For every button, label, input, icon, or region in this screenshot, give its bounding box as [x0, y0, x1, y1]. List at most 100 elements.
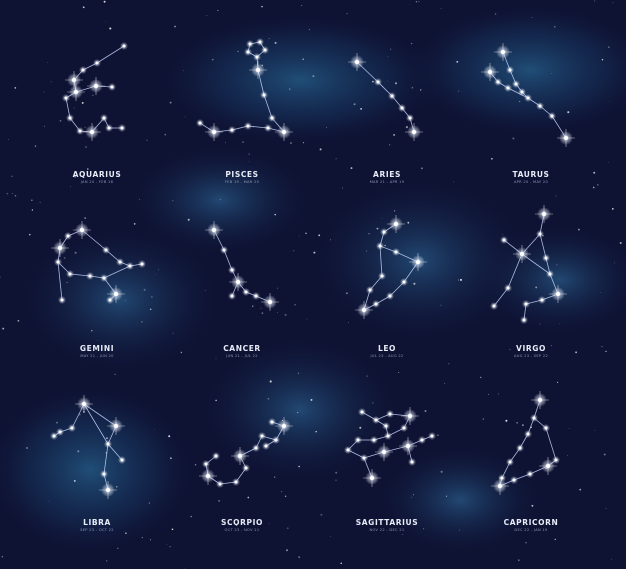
background-star	[187, 218, 190, 221]
background-star	[592, 186, 595, 189]
star	[420, 438, 424, 442]
constellation-dates: JAN 20 - FEB 18	[80, 180, 114, 184]
star	[362, 456, 366, 460]
star	[496, 80, 500, 84]
constellation-line	[103, 265, 131, 279]
star	[402, 280, 406, 284]
star	[266, 126, 270, 130]
background-star	[2, 327, 5, 330]
star	[506, 286, 510, 290]
background-star	[252, 305, 254, 307]
background-star	[448, 363, 450, 365]
background-star	[313, 251, 316, 254]
star	[390, 94, 394, 98]
background-star	[612, 2, 614, 4]
background-star	[398, 372, 400, 374]
star	[400, 106, 404, 110]
constellation-line	[103, 443, 109, 475]
constellation-line	[379, 245, 383, 277]
constellation-figures	[50, 38, 575, 499]
background-star	[168, 435, 171, 438]
background-star	[277, 287, 278, 289]
star	[79, 227, 85, 233]
star	[506, 86, 510, 90]
background-star	[11, 192, 13, 194]
background-star	[298, 235, 300, 237]
background-star	[491, 157, 493, 160]
background-star	[286, 527, 289, 530]
star	[522, 318, 526, 322]
background-star	[215, 399, 217, 402]
star	[267, 299, 273, 305]
star	[218, 482, 222, 486]
background-star	[148, 502, 151, 504]
background-star	[261, 5, 263, 8]
background-star	[74, 176, 76, 178]
background-star	[345, 292, 348, 295]
background-star	[43, 91, 45, 93]
star	[140, 262, 144, 266]
background-star	[360, 108, 362, 110]
star	[95, 61, 99, 65]
constellation-name-gemini: GEMINI	[79, 344, 115, 353]
background-star	[172, 200, 174, 202]
star	[244, 290, 248, 294]
background-star	[183, 69, 184, 71]
star	[372, 438, 376, 442]
star	[541, 211, 547, 217]
background-star	[164, 133, 167, 136]
background-star	[284, 313, 287, 316]
constellation-pisces	[196, 38, 293, 141]
background-star	[387, 80, 389, 82]
background-star	[305, 232, 307, 234]
background-star	[34, 145, 37, 147]
background-star	[424, 409, 427, 413]
star	[374, 418, 378, 422]
background-star	[169, 457, 172, 460]
star	[538, 232, 542, 236]
background-star	[601, 59, 604, 61]
background-star	[315, 430, 317, 433]
background-star	[91, 329, 93, 332]
star	[102, 116, 106, 120]
background-star	[575, 351, 578, 354]
star	[254, 446, 258, 450]
star	[544, 256, 548, 260]
star	[380, 274, 384, 278]
constellation-name-capricorn: CAPRICORN	[503, 518, 559, 527]
background-star	[169, 101, 172, 104]
background-star	[77, 450, 80, 453]
star	[538, 104, 542, 108]
background-star	[440, 304, 442, 306]
background-star	[567, 455, 568, 456]
background-star	[310, 398, 313, 401]
background-star	[613, 262, 615, 264]
background-star	[217, 9, 219, 11]
star	[230, 268, 234, 272]
background-star	[600, 292, 601, 294]
star	[211, 227, 217, 233]
background-star	[551, 73, 552, 74]
star	[518, 446, 522, 450]
background-star	[567, 111, 570, 114]
background-star	[594, 429, 596, 431]
star	[388, 294, 392, 298]
background-star	[74, 251, 77, 254]
star	[230, 294, 234, 298]
background-star	[7, 139, 9, 141]
background-star	[211, 58, 214, 61]
star	[384, 424, 388, 428]
star	[68, 272, 72, 276]
star	[524, 302, 528, 306]
constellation-name-pisces: PISCES	[225, 170, 259, 179]
background-star	[437, 434, 439, 436]
star	[234, 480, 238, 484]
background-star	[274, 213, 276, 216]
background-star	[601, 346, 603, 348]
star	[540, 298, 544, 302]
background-star	[248, 161, 250, 162]
star	[555, 291, 561, 297]
background-star	[28, 233, 31, 236]
